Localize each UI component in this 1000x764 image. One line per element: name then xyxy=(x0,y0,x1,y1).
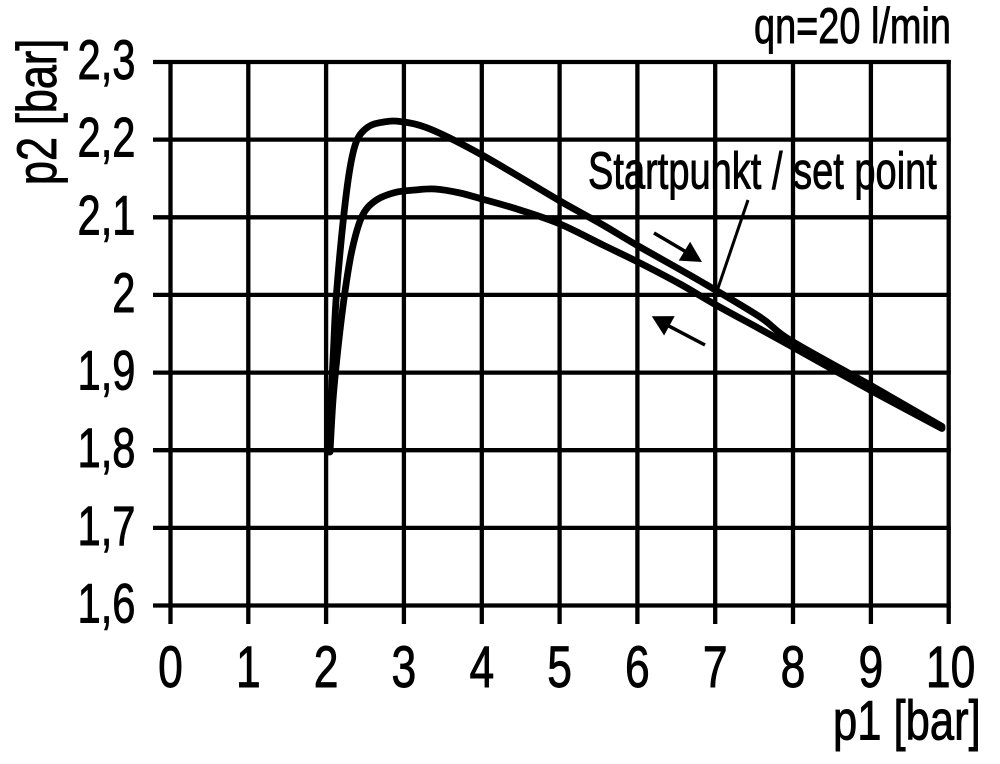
svg-text:Startpunkt / set point: Startpunkt / set point xyxy=(588,142,937,200)
svg-text:2: 2 xyxy=(112,262,135,324)
svg-text:6: 6 xyxy=(625,635,650,700)
svg-text:2,2: 2,2 xyxy=(78,107,136,169)
svg-text:2,3: 2,3 xyxy=(78,29,136,91)
svg-text:p2 [bar]: p2 [bar] xyxy=(6,39,69,185)
svg-text:p1 [bar]: p1 [bar] xyxy=(833,689,981,751)
svg-text:9: 9 xyxy=(859,635,884,700)
svg-text:1,9: 1,9 xyxy=(78,340,136,402)
svg-text:qn=20 l/min: qn=20 l/min xyxy=(754,0,951,54)
svg-text:1,7: 1,7 xyxy=(78,495,136,557)
svg-text:2: 2 xyxy=(314,635,339,700)
svg-text:10: 10 xyxy=(926,635,975,700)
svg-text:0: 0 xyxy=(158,635,183,700)
svg-text:3: 3 xyxy=(392,635,417,700)
svg-text:1: 1 xyxy=(236,635,261,700)
svg-text:1,8: 1,8 xyxy=(78,417,136,479)
svg-text:2,1: 2,1 xyxy=(78,184,136,246)
svg-text:8: 8 xyxy=(781,635,806,700)
svg-text:5: 5 xyxy=(547,635,572,700)
svg-text:4: 4 xyxy=(469,635,494,700)
svg-text:7: 7 xyxy=(703,635,728,700)
svg-text:1,6: 1,6 xyxy=(78,573,136,635)
